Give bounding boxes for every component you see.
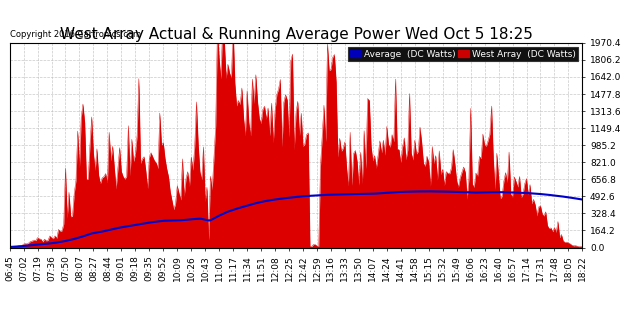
Title: West Array Actual & Running Average Power Wed Oct 5 18:25: West Array Actual & Running Average Powe… <box>60 27 532 42</box>
Legend: Average  (DC Watts), West Array  (DC Watts): Average (DC Watts), West Array (DC Watts… <box>348 48 578 61</box>
Text: Copyright 2016 Cartronics.com: Copyright 2016 Cartronics.com <box>10 30 141 39</box>
